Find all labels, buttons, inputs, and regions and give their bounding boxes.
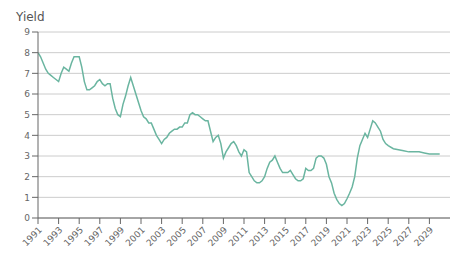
svg-text:2001: 2001: [124, 225, 147, 248]
svg-text:1: 1: [24, 193, 30, 203]
svg-text:6: 6: [24, 89, 30, 99]
svg-text:2013: 2013: [247, 225, 270, 248]
svg-text:2019: 2019: [309, 225, 332, 248]
svg-text:2029: 2029: [412, 225, 435, 248]
svg-text:9: 9: [24, 27, 30, 37]
svg-text:8: 8: [24, 48, 30, 58]
svg-text:3: 3: [24, 151, 30, 161]
svg-text:2007: 2007: [185, 225, 208, 248]
svg-text:2025: 2025: [371, 225, 394, 248]
svg-text:2027: 2027: [391, 225, 414, 248]
svg-text:5: 5: [24, 110, 30, 120]
svg-text:1995: 1995: [62, 225, 85, 248]
svg-text:1991: 1991: [21, 225, 44, 248]
svg-text:1997: 1997: [82, 225, 105, 248]
svg-text:2005: 2005: [165, 225, 188, 248]
svg-text:2011: 2011: [227, 225, 250, 248]
html-text:Yield: Yield: [16, 10, 45, 24]
svg-text:2003: 2003: [144, 225, 167, 248]
svg-text:2017: 2017: [288, 225, 311, 248]
svg-text:2015: 2015: [268, 225, 291, 248]
svg-text:1999: 1999: [103, 225, 126, 248]
svg-text:2023: 2023: [350, 225, 373, 248]
svg-text:2: 2: [24, 172, 30, 182]
svg-text:7: 7: [24, 69, 30, 79]
svg-text:2021: 2021: [330, 225, 353, 248]
svg-text:1993: 1993: [41, 225, 64, 248]
svg-text:2009: 2009: [206, 225, 229, 248]
svg-text:0: 0: [24, 213, 30, 223]
svg-text:4: 4: [24, 131, 30, 141]
